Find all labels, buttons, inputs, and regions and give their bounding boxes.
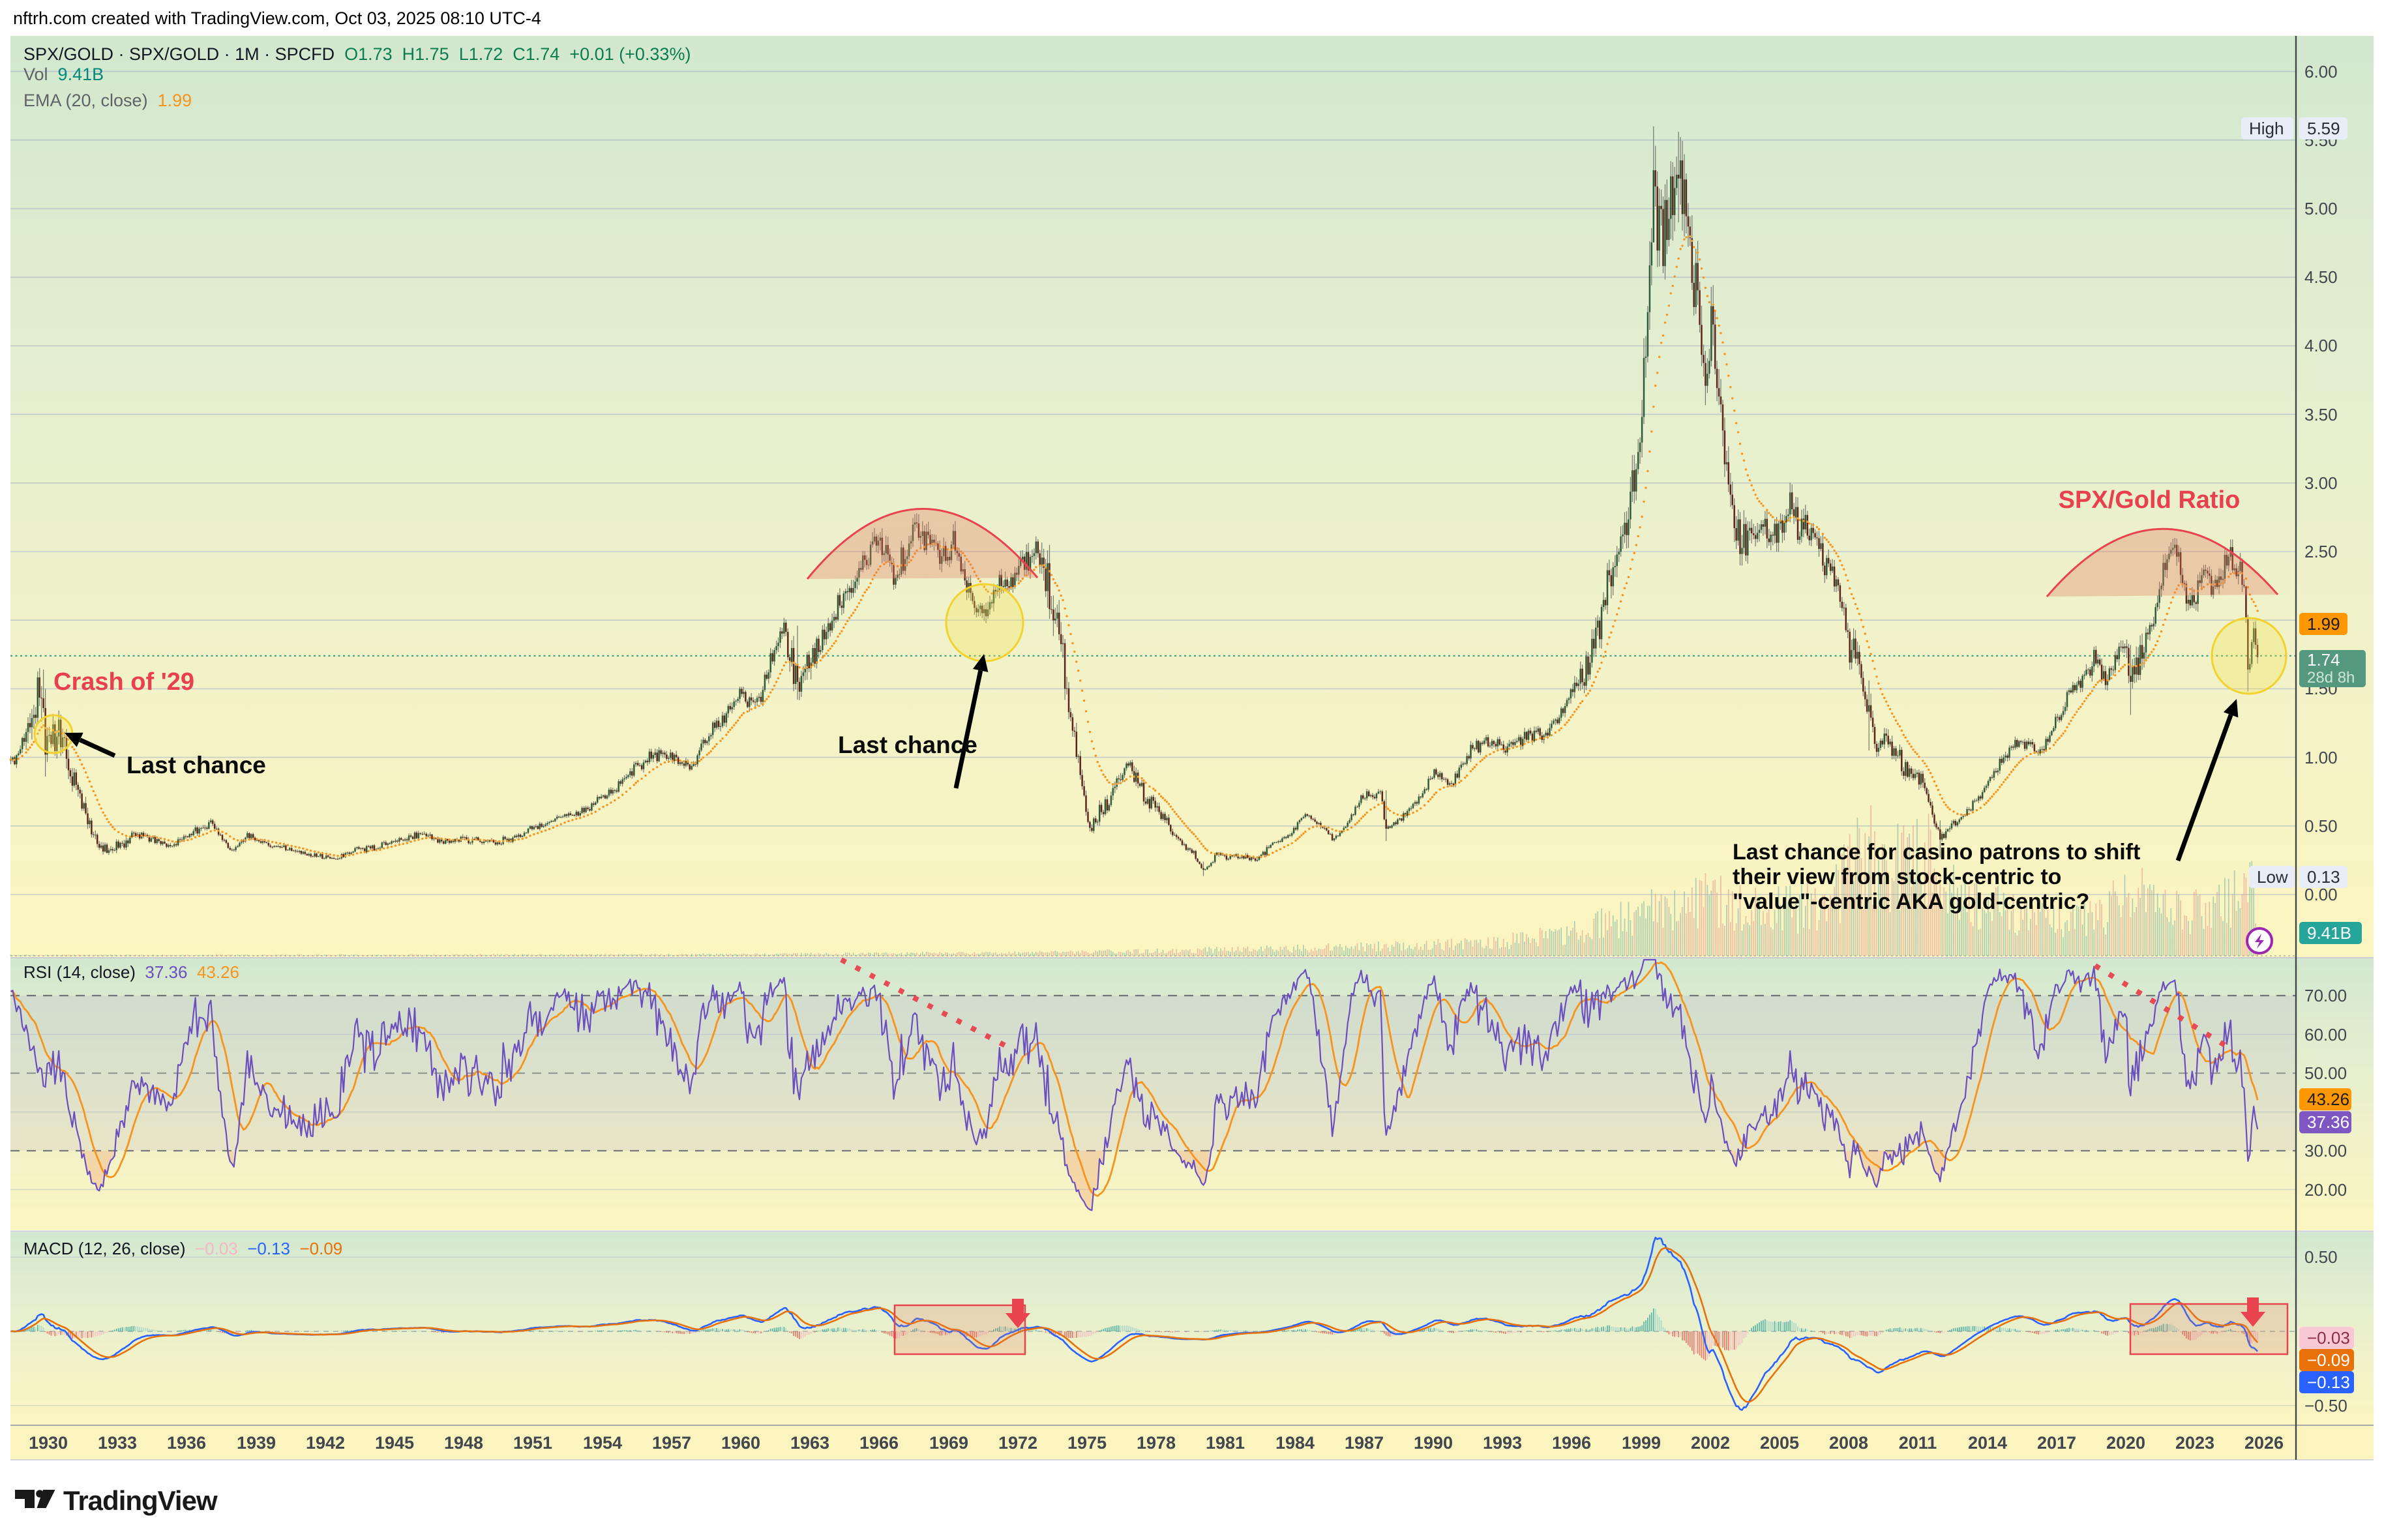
svg-text:9.41B: 9.41B [2307,923,2351,943]
svg-text:1990: 1990 [1414,1433,1453,1453]
svg-text:1933: 1933 [98,1433,137,1453]
svg-text:SPX/GOLD · SPX/GOLD · 1M · SPC: SPX/GOLD · SPX/GOLD · 1M · SPCFD O1.73 H… [23,44,691,64]
svg-text:1999: 1999 [1622,1433,1661,1453]
svg-text:1960: 1960 [721,1433,760,1453]
svg-text:70.00: 70.00 [2304,986,2347,1005]
svg-text:1987: 1987 [1345,1433,1384,1453]
svg-text:−0.03: −0.03 [2307,1328,2350,1348]
svg-text:1951: 1951 [513,1433,552,1453]
svg-text:0.13: 0.13 [2307,867,2340,887]
svg-text:1972: 1972 [998,1433,1037,1453]
svg-text:2011: 2011 [1899,1433,1937,1453]
svg-text:1.99: 1.99 [2307,614,2340,634]
svg-text:1957: 1957 [652,1433,691,1453]
svg-text:1978: 1978 [1137,1433,1176,1453]
svg-text:1975: 1975 [1067,1433,1107,1453]
svg-text:EMA (20, close) 1.99: EMA (20, close) 1.99 [23,91,192,110]
svg-text:−0.50: −0.50 [2304,1396,2347,1415]
svg-text:High: High [2249,119,2284,138]
svg-text:1996: 1996 [1552,1433,1591,1453]
svg-text:SPX/Gold Ratio: SPX/Gold Ratio [2059,486,2241,514]
svg-text:2014: 2014 [1968,1433,2007,1453]
svg-text:2020: 2020 [2106,1433,2145,1453]
svg-text:1942: 1942 [306,1433,345,1453]
svg-text:1981: 1981 [1206,1433,1245,1453]
svg-text:2.50: 2.50 [2304,542,2338,561]
svg-text:6.00: 6.00 [2304,62,2338,81]
svg-text:RSI (14, close) 37.36 43.26: RSI (14, close) 37.36 43.26 [23,962,239,982]
svg-text:1969: 1969 [929,1433,968,1453]
svg-text:nftrh.com created with Trading: nftrh.com created with TradingView.com, … [13,8,541,28]
svg-text:Low: Low [2257,867,2288,887]
svg-text:28d 8h: 28d 8h [2307,669,2355,687]
svg-text:2005: 2005 [1760,1433,1799,1453]
svg-text:2023: 2023 [2175,1433,2214,1453]
svg-text:60.00: 60.00 [2304,1025,2347,1044]
svg-text:2002: 2002 [1691,1433,1730,1453]
svg-text:MACD (12, 26, close) −0.03 −: MACD (12, 26, close) −0.03 −0.13 −0.09 [23,1239,342,1258]
svg-text:1930: 1930 [29,1433,68,1453]
svg-text:Vol 9.41B: Vol 9.41B [23,65,104,84]
svg-text:43.26: 43.26 [2307,1089,2349,1109]
svg-text:4.00: 4.00 [2304,336,2338,355]
svg-text:30.00: 30.00 [2304,1141,2347,1161]
svg-text:1993: 1993 [1483,1433,1522,1453]
svg-text:Crash of '29: Crash of '29 [53,668,194,696]
svg-text:1936: 1936 [167,1433,206,1453]
svg-text:1.74: 1.74 [2307,650,2340,670]
svg-text:50.00: 50.00 [2304,1063,2347,1083]
svg-text:0.50: 0.50 [2304,1247,2338,1267]
svg-text:1939: 1939 [237,1433,276,1453]
svg-text:2017: 2017 [2037,1433,2076,1453]
svg-text:2026: 2026 [2244,1433,2284,1453]
svg-text:1963: 1963 [790,1433,829,1453]
svg-text:1945: 1945 [375,1433,414,1453]
svg-text:5.59: 5.59 [2307,119,2340,138]
svg-text:37.36: 37.36 [2307,1112,2349,1132]
svg-text:20.00: 20.00 [2304,1180,2347,1200]
svg-text:1966: 1966 [859,1433,899,1453]
svg-text:Last chance: Last chance [838,732,977,758]
svg-text:−0.09: −0.09 [2307,1350,2350,1370]
svg-text:3.50: 3.50 [2304,405,2338,424]
svg-text:−0.13: −0.13 [2307,1372,2350,1392]
svg-text:5.00: 5.00 [2304,199,2338,218]
svg-text:Last chance: Last chance [127,752,266,778]
svg-text:1954: 1954 [583,1433,622,1453]
svg-text:4.50: 4.50 [2304,267,2338,287]
svg-text:3.00: 3.00 [2304,473,2338,493]
svg-text:1.00: 1.00 [2304,748,2338,767]
svg-text:Last chance for casino patrons: Last chance for casino patrons to shift [1733,840,2140,865]
svg-text:2008: 2008 [1829,1433,1868,1453]
svg-text:1984: 1984 [1275,1433,1315,1453]
svg-text:1948: 1948 [444,1433,483,1453]
svg-text:their view from stock-centric: their view from stock-centric to [1733,865,2061,889]
svg-text:TradingView: TradingView [63,1485,218,1516]
svg-text:"value"-centric AKA gold-centr: "value"-centric AKA gold-centric? [1733,889,2089,914]
svg-text:0.50: 0.50 [2304,816,2338,836]
